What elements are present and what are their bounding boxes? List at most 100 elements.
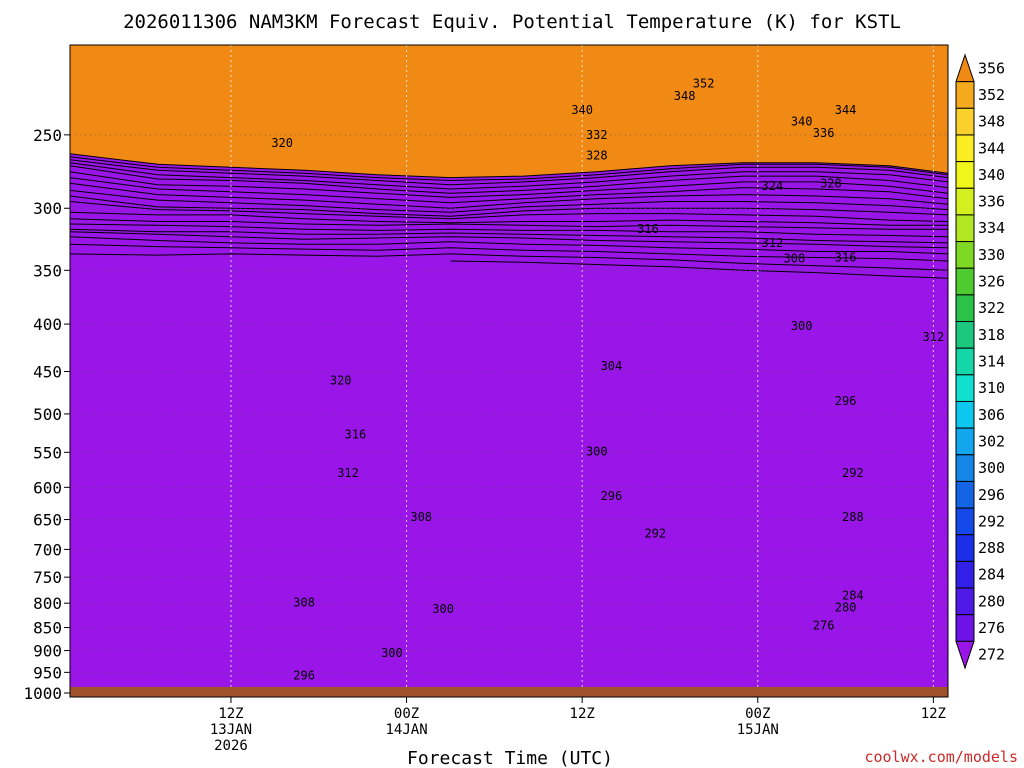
colorbar-cell xyxy=(955,267,975,296)
colorbar-label: 288 xyxy=(978,539,1005,557)
contour-label: 284 xyxy=(842,589,864,603)
contour-label: 340 xyxy=(571,103,593,117)
credit-link[interactable]: coolwx.com/models xyxy=(864,748,1018,766)
y-tick-label: 750 xyxy=(33,568,62,587)
y-tick-label: 500 xyxy=(33,405,62,424)
contour-label: 312 xyxy=(923,330,945,344)
contour-label: 296 xyxy=(835,394,857,408)
contour-line-304 xyxy=(70,182,948,209)
contour-line-340 xyxy=(70,236,948,255)
colorbar-cell xyxy=(955,507,975,536)
x-tick-label: 00Z xyxy=(394,706,419,722)
contour-label: 308 xyxy=(784,252,806,266)
colorbar-label: 306 xyxy=(978,406,1005,424)
colorbar-label: 348 xyxy=(978,113,1005,131)
colorbar-cell xyxy=(955,53,975,83)
colorbar-cell xyxy=(955,400,975,429)
contour-label: 328 xyxy=(820,176,842,190)
contour-line-284 xyxy=(70,159,948,186)
contour-label: 316 xyxy=(345,427,367,441)
colorbar-cell xyxy=(955,214,975,243)
colorbar-label: 334 xyxy=(978,219,1005,237)
contour-label: 308 xyxy=(293,596,315,610)
colorbar-cell xyxy=(955,321,975,349)
contour-label: 308 xyxy=(410,510,432,524)
colorbar-label: 314 xyxy=(978,353,1005,371)
contour-label: 324 xyxy=(762,179,784,193)
contour-label: 344 xyxy=(835,103,857,117)
contour-label: 312 xyxy=(337,466,359,480)
contour-label: 320 xyxy=(330,373,352,387)
colorbar-label: 284 xyxy=(978,566,1005,584)
colorbar-cell xyxy=(955,347,975,376)
y-axis: 250 300 350 400 450 500 550 600 650 700 750 800 850 9… xyxy=(23,126,70,703)
contour-line-320 xyxy=(70,211,948,226)
colorbar-cell xyxy=(955,587,975,616)
grid-lines xyxy=(70,45,948,697)
contour-line-344 xyxy=(70,243,948,262)
y-tick-label: 550 xyxy=(33,443,62,462)
colorbar-cell xyxy=(955,454,975,482)
x-tick-label: 13JAN xyxy=(210,722,252,738)
y-tick-label: 450 xyxy=(33,362,62,381)
contour-label: 300 xyxy=(432,602,454,616)
colorbar-cell xyxy=(955,480,975,509)
ground-surface xyxy=(70,686,948,697)
colorbar-label: 336 xyxy=(978,193,1005,211)
contour-label: 300 xyxy=(586,445,608,459)
x-tick-label: 12Z xyxy=(218,706,243,722)
colorbar-cell xyxy=(955,161,975,189)
contour-label: 312 xyxy=(762,236,784,250)
colorbar-label: 322 xyxy=(978,299,1005,317)
contour-label: 304 xyxy=(601,359,623,373)
colorbar-label: 318 xyxy=(978,326,1005,344)
y-tick-label: 1000 xyxy=(23,684,62,703)
y-tick-label: 950 xyxy=(33,663,62,682)
contour-line-308 xyxy=(70,189,948,213)
colorbar: 356 352 348 344 340 336 334 330 326 322 318 314 310 3… xyxy=(955,53,1005,670)
colorbar-cell xyxy=(955,294,975,323)
y-tick-label: 600 xyxy=(33,478,62,497)
contour-label: 316 xyxy=(835,250,857,264)
contour-label: 288 xyxy=(842,510,864,524)
y-tick-label: 700 xyxy=(33,540,62,559)
contour-label: 292 xyxy=(842,466,864,480)
colorbar-label: 296 xyxy=(978,486,1005,504)
x-tick-label: 12Z xyxy=(570,706,595,722)
contour-label: 352 xyxy=(693,76,715,90)
colorbar-cell xyxy=(955,187,975,216)
chart-title: 2026011306 NAM3KM Forecast Equiv. Potent… xyxy=(123,11,901,33)
x-tick-label: 00Z xyxy=(745,706,770,722)
contour-line-352 xyxy=(450,260,948,279)
contour-line-288 xyxy=(70,162,948,190)
colorbar-cell xyxy=(955,241,975,269)
contour-label: 276 xyxy=(813,619,835,633)
colorbar-label: 272 xyxy=(978,646,1005,664)
contour-label: 300 xyxy=(381,646,403,660)
x-axis-label: Forecast Time (UTC) xyxy=(407,748,613,768)
contour-label: 340 xyxy=(791,115,813,129)
colorbar-label: 310 xyxy=(978,379,1005,397)
colorbar-cell xyxy=(955,427,975,456)
x-tick-label: 14JAN xyxy=(385,722,427,738)
y-tick-label: 250 xyxy=(33,126,62,145)
colorbar-cell xyxy=(955,107,975,136)
colorbar-cell xyxy=(955,134,975,163)
contour-fill-276 xyxy=(70,153,948,697)
x-tick-label: 12Z xyxy=(921,706,946,722)
colorbar-cell xyxy=(955,534,975,562)
contour-label: 320 xyxy=(271,136,293,150)
contour-label: 296 xyxy=(293,668,315,682)
colorbar-cell xyxy=(955,560,975,589)
colorbar-label: 280 xyxy=(978,592,1005,610)
contour-label: 296 xyxy=(601,489,623,503)
contour-label: 328 xyxy=(586,148,608,162)
contour-label: 336 xyxy=(813,126,835,140)
colorbar-label: 302 xyxy=(978,432,1005,450)
contour-label: 316 xyxy=(637,222,659,236)
colorbar-label: 276 xyxy=(978,619,1005,637)
y-tick-label: 300 xyxy=(33,199,62,218)
